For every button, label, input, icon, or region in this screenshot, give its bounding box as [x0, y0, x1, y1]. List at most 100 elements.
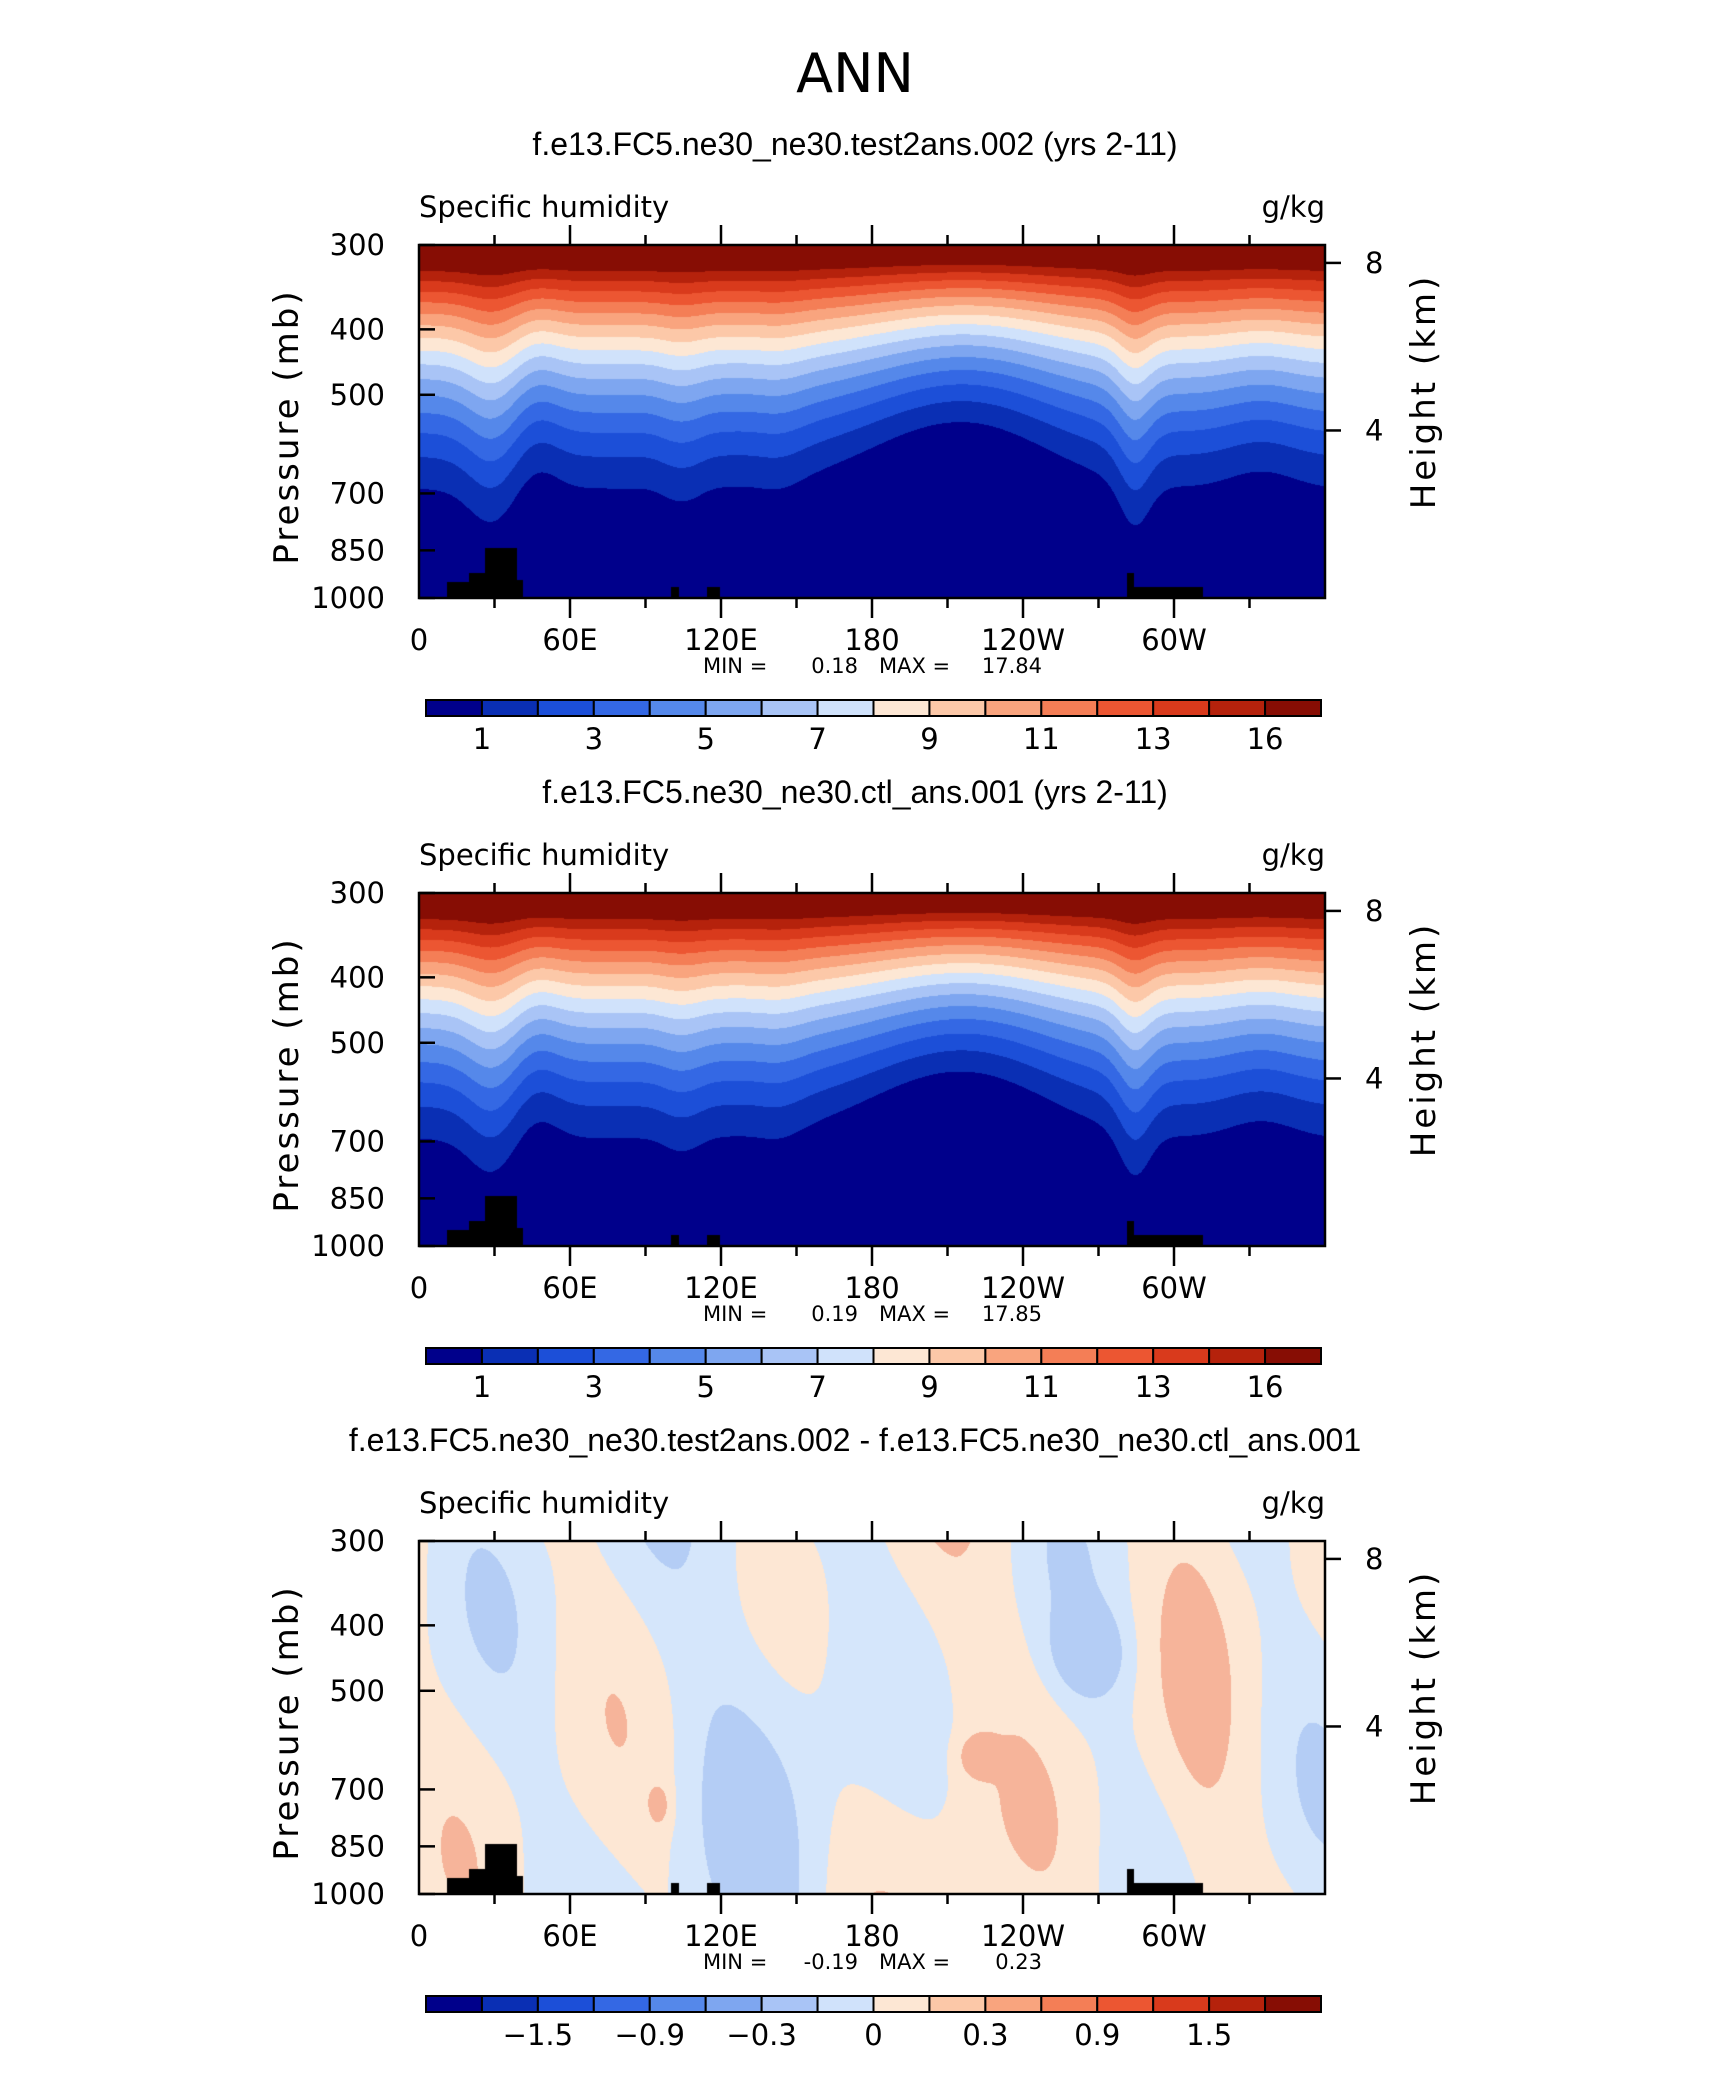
colorbar-box [872, 1347, 931, 1365]
colorbar-box [480, 699, 539, 717]
colorbar-box [1208, 699, 1267, 717]
max-value: 17.85 [982, 1302, 1042, 1326]
colorbar-box [1152, 1347, 1211, 1365]
colorbar-box [536, 1995, 595, 2013]
colorbar-box [872, 1995, 931, 2013]
x-tick-label: 0 [410, 1919, 428, 1953]
y-tick-label: 300 [330, 228, 385, 262]
x-tick-label: 60W [1141, 1271, 1207, 1305]
y-tick-label: 500 [330, 378, 385, 412]
colorbar-box [1208, 1347, 1267, 1365]
colorbar-label: 13 [1135, 722, 1172, 756]
colorbar-box [704, 699, 763, 717]
y-tick-label: 400 [330, 1608, 385, 1642]
min-label: MIN = [703, 1950, 767, 1974]
max-value: 0.23 [995, 1950, 1042, 1974]
y2-tick-label: 4 [1365, 1709, 1383, 1743]
colorbar-label: 9 [920, 722, 938, 756]
min-label: MIN = [703, 654, 767, 678]
colorbar-box [1264, 1347, 1322, 1365]
x-tick-label: 60E [542, 1271, 597, 1305]
colorbar-box [1152, 1995, 1211, 2013]
contour-field [419, 245, 1325, 598]
colorbar-label: 3 [585, 722, 603, 756]
panel-1: f.e13.FC5.ne30_ne30.test2ans.002 (yrs 2-… [267, 126, 1444, 756]
y-tick-label: 1000 [311, 581, 385, 615]
colorbar-box [1264, 1995, 1322, 2013]
colorbar-box [928, 699, 987, 717]
x-tick-label: 120E [684, 1919, 758, 1953]
min-value: 0.18 [811, 654, 858, 678]
colorbar-label: 7 [808, 1370, 826, 1404]
contour-field [419, 893, 1325, 1246]
colorbar-label: −0.9 [615, 2018, 685, 2052]
max-label: MAX = [879, 654, 950, 678]
colorbar-label: 0.9 [1074, 2018, 1120, 2052]
min-label: MIN = [703, 1302, 767, 1326]
y-tick-label: 500 [330, 1026, 385, 1060]
max-value: 17.84 [982, 654, 1042, 678]
colorbar-box [816, 1995, 875, 2013]
colorbar-box [928, 1347, 987, 1365]
colorbar-label: 13 [1135, 1370, 1172, 1404]
colorbar-label: 1.5 [1186, 2018, 1232, 2052]
colorbar-label: 0.3 [962, 2018, 1008, 2052]
panel-title: f.e13.FC5.ne30_ne30.test2ans.002 - f.e13… [349, 1422, 1361, 1458]
colorbar-box [425, 699, 483, 717]
colorbar-box [760, 1347, 819, 1365]
y-axis-title: Pressure (mb) [267, 1584, 307, 1860]
y-tick-label: 400 [330, 312, 385, 346]
x-tick-label: 60W [1141, 1919, 1207, 1953]
y-axis-title: Pressure (mb) [267, 936, 307, 1212]
colorbar-label: 5 [696, 722, 714, 756]
panel-2: f.e13.FC5.ne30_ne30.ctl_ans.001 (yrs 2-1… [267, 774, 1444, 1404]
units-label: g/kg [1262, 190, 1325, 224]
colorbar-label: −1.5 [503, 2018, 573, 2052]
colorbar-label: 16 [1247, 722, 1284, 756]
colorbar-box [984, 699, 1043, 717]
variable-label: Specific humidity [419, 1486, 669, 1520]
colorbar-box [760, 1995, 819, 2013]
x-tick-label: 60E [542, 1919, 597, 1953]
colorbar-label: −0.3 [726, 2018, 796, 2052]
colorbar-box [592, 1995, 651, 2013]
y-tick-label: 1000 [311, 1877, 385, 1911]
colorbar-label: 0 [864, 2018, 882, 2052]
y2-axis-title: Height (km) [1404, 274, 1444, 510]
y-tick-label: 300 [330, 1524, 385, 1558]
x-tick-label: 60E [542, 623, 597, 657]
y2-tick-label: 4 [1365, 1061, 1383, 1095]
colorbar-box [536, 699, 595, 717]
y-tick-label: 850 [330, 1829, 385, 1863]
y-tick-label: 400 [330, 960, 385, 994]
colorbar-box [928, 1995, 987, 2013]
colorbar-box [648, 699, 707, 717]
colorbar-box [425, 1347, 483, 1365]
colorbar-label: 11 [1023, 1370, 1060, 1404]
y-tick-label: 850 [330, 533, 385, 567]
y-tick-label: 700 [330, 1124, 385, 1158]
colorbar-box [592, 1347, 651, 1365]
variable-label: Specific humidity [419, 190, 669, 224]
colorbar-box [648, 1347, 707, 1365]
y-tick-label: 300 [330, 876, 385, 910]
colorbar-box [648, 1995, 707, 2013]
x-tick-label: 180 [844, 623, 899, 657]
x-tick-label: 0 [410, 1271, 428, 1305]
colorbar-label: 7 [808, 722, 826, 756]
x-tick-label: 0 [410, 623, 428, 657]
colorbar-box [704, 1995, 763, 2013]
colorbar-box [816, 1347, 875, 1365]
x-tick-label: 120W [981, 1271, 1065, 1305]
colorbar-box [1040, 699, 1099, 717]
x-tick-label: 120E [684, 1271, 758, 1305]
y2-tick-label: 8 [1365, 1542, 1383, 1576]
units-label: g/kg [1262, 1486, 1325, 1520]
colorbar-box [425, 1995, 483, 2013]
panel-title: f.e13.FC5.ne30_ne30.test2ans.002 (yrs 2-… [532, 126, 1177, 162]
colorbar-label: 5 [696, 1370, 714, 1404]
colorbar-box [984, 1347, 1043, 1365]
x-tick-label: 120W [981, 623, 1065, 657]
colorbar-label: 3 [585, 1370, 603, 1404]
